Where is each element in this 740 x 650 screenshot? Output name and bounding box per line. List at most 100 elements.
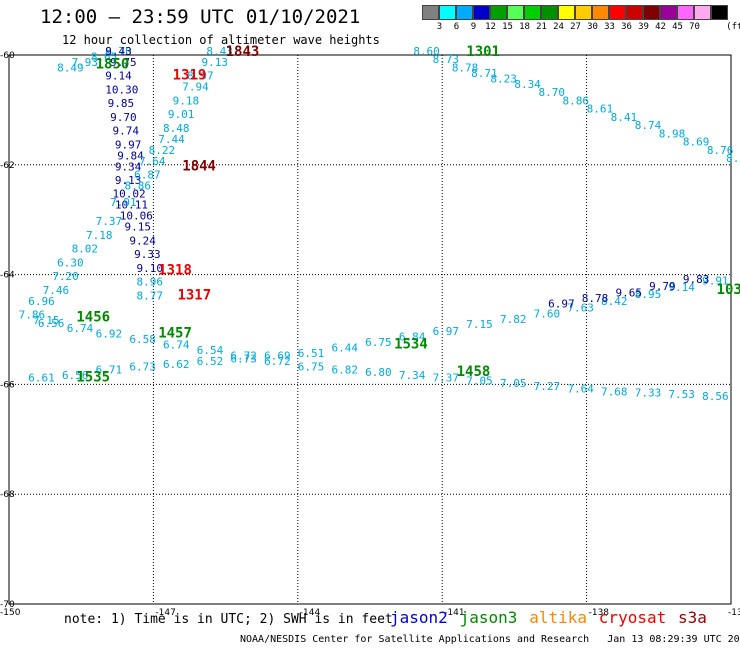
- wave-height-value: 7.37: [433, 372, 460, 385]
- scale-label: 70: [689, 22, 700, 32]
- scale-swatch: [422, 5, 439, 20]
- wave-height-value: 8.02: [72, 243, 99, 256]
- wave-height-value: 6.96: [28, 295, 55, 308]
- wave-height-value: 7.33: [635, 386, 662, 399]
- wave-height-value: 9.13: [115, 174, 142, 187]
- wave-height-value: 6.97: [548, 298, 575, 311]
- wave-height-value: 10.02: [112, 188, 145, 201]
- wave-height-value: 8.76: [707, 144, 734, 157]
- wave-height-value: 10.11: [115, 199, 148, 212]
- wave-height-value: 8.34: [514, 78, 541, 91]
- scale-swatch: [541, 5, 558, 20]
- wave-height-value: 6.92: [96, 328, 123, 341]
- scale-swatch: [660, 5, 677, 20]
- wave-height-value: 6.71: [96, 363, 123, 376]
- wave-height-value: 7.46: [43, 284, 69, 297]
- wave-height-value: 7.44: [158, 133, 185, 146]
- wave-height-value: 7.68: [601, 385, 628, 398]
- wave-height-value: 9.34: [115, 160, 142, 173]
- longitude-label: -147: [155, 608, 175, 618]
- pass-time-label: 1301: [466, 44, 500, 60]
- wave-height-value: 9.65: [615, 287, 642, 300]
- scale-swatch: [677, 5, 694, 20]
- wave-height-value: 8.69: [683, 136, 710, 149]
- longitude-label: -141: [444, 608, 464, 618]
- pass-time-label: 1318: [158, 263, 192, 279]
- wave-height-value: 8.84: [726, 152, 740, 165]
- wave-height-value: 8.96: [137, 276, 164, 289]
- pass-time-label: 1036: [717, 282, 740, 298]
- wave-height-value: 8.43: [206, 45, 233, 58]
- wave-height-value: 8.70: [538, 86, 565, 99]
- wave-height-value: 6.75: [298, 361, 325, 374]
- scale-label: 3: [436, 22, 443, 32]
- wave-height-value: 6.52: [197, 355, 224, 368]
- satellite-legend-altika: altika: [529, 608, 587, 627]
- wave-height-value: 8.97: [187, 70, 214, 83]
- wave-height-value: 8.77: [137, 289, 164, 302]
- wave-height-value: 8.49: [57, 61, 83, 74]
- wave-height-value: 9.70: [110, 111, 137, 124]
- scale-label: 42: [655, 22, 666, 32]
- wave-height-value: 9.79: [649, 280, 676, 293]
- pass-time-label: 1850: [96, 57, 130, 73]
- wave-height-value: 9.33: [134, 248, 161, 261]
- wave-height-value: 8.65: [91, 50, 118, 63]
- wave-height-value: 8.98: [659, 127, 686, 140]
- wave-height-value: 8.70: [105, 45, 131, 58]
- wave-height-value: 7.27: [534, 380, 561, 393]
- wave-height-value: 6.72: [264, 355, 291, 368]
- wave-height-value: 9.24: [129, 234, 156, 247]
- pass-time-label: 1535: [76, 370, 110, 386]
- satellite-legend-cryosat: cryosat: [598, 608, 667, 627]
- pass-time-label: 1456: [76, 309, 110, 325]
- satellite-legend-s3a: s3a: [678, 608, 707, 627]
- wave-height-value: 7.64: [139, 155, 166, 168]
- wave-height-value: 6.80: [365, 366, 392, 379]
- wave-height-value: 8.78: [452, 61, 479, 74]
- pass-time-label: 1843: [226, 44, 260, 60]
- wave-height-value: 8.71: [471, 67, 498, 80]
- scale-swatch: [592, 5, 609, 20]
- wave-height-value: 9.14: [668, 281, 695, 294]
- wave-height-value: 7.53: [668, 388, 695, 401]
- scale-label: 45: [672, 22, 683, 32]
- scale-swatch: [694, 5, 711, 20]
- wave-height-value: 7.93: [72, 56, 99, 69]
- wave-height-value: 6.75: [365, 336, 392, 349]
- map-title: 12:00 – 23:59 UTC 01/10/2021: [40, 6, 361, 28]
- scale-swatch: [456, 5, 473, 20]
- wave-height-value: 6.74: [163, 339, 190, 352]
- wave-height-value: 7.34: [399, 369, 426, 382]
- wave-height-value: 9.85: [108, 97, 135, 110]
- legend-note: note: 1) Time is in UTC; 2) SWH is in fe…: [64, 612, 393, 627]
- wave-height-value: 6.44: [331, 341, 358, 354]
- scale-swatch: [575, 5, 592, 20]
- wave-height-value: 8.48: [163, 122, 190, 135]
- longitude-label: -150: [0, 608, 21, 618]
- wave-height-value: 6.30: [57, 256, 83, 269]
- wave-height-value: 6.69: [264, 350, 291, 363]
- latitude-label: -66: [0, 380, 15, 390]
- wave-height-value: 6.72: [230, 350, 257, 363]
- wave-height-value: 8.86: [125, 180, 151, 193]
- scale-label: 27: [570, 22, 581, 32]
- wave-height-value: 6.56: [62, 369, 89, 382]
- wave-height-value: 9.97: [115, 138, 142, 151]
- scale-swatch: [524, 5, 541, 20]
- wave-height-value: 8.86: [563, 94, 590, 107]
- wave-height-value: 9.14: [105, 70, 132, 83]
- scale-unit: (ft): [726, 22, 740, 32]
- wave-height-value: 9.83: [683, 273, 710, 286]
- wave-height-value: 6.62: [163, 358, 190, 371]
- pass-time-label: 1457: [158, 326, 192, 342]
- wave-height-value: 7.15: [33, 314, 60, 327]
- wave-height-value: 6.73: [129, 361, 156, 374]
- scale-label: 9: [470, 22, 477, 32]
- wave-height-value: 9.10: [137, 262, 164, 275]
- wave-height-value: 6.82: [331, 363, 358, 376]
- scale-label: 36: [621, 22, 632, 32]
- wave-height-value: 7.60: [534, 307, 561, 320]
- scale-swatch: [711, 5, 728, 20]
